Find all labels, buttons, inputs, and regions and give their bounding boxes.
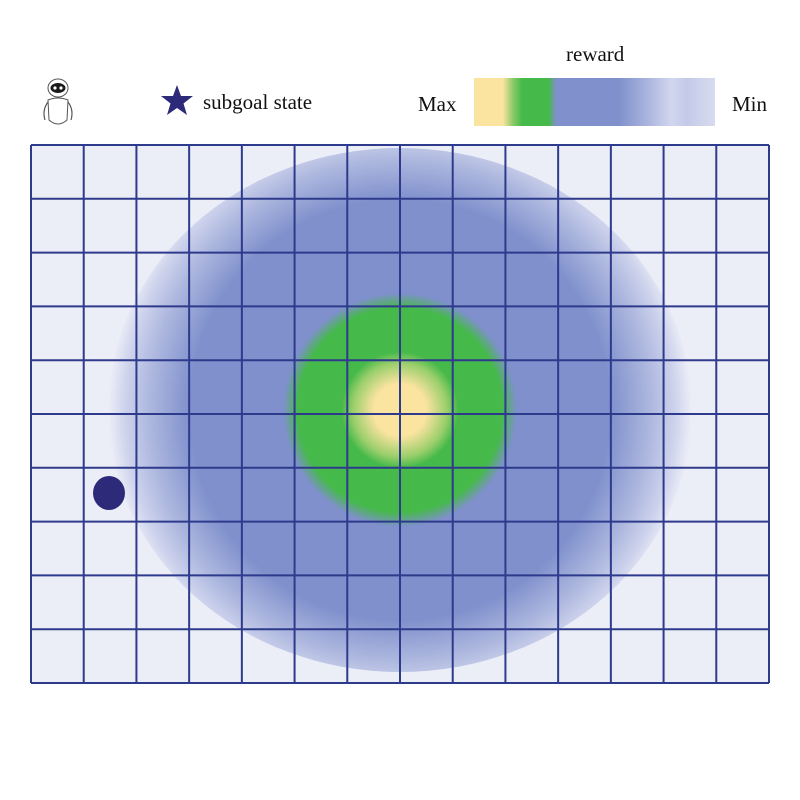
agent-marker <box>93 476 125 510</box>
reward-min-label: Min <box>732 92 768 116</box>
robot-icon <box>36 76 80 130</box>
grid-lines <box>30 144 770 684</box>
star-icon <box>160 84 194 118</box>
subgoal-state-label: subgoal state <box>203 90 313 114</box>
colorbar-fill <box>474 78 715 126</box>
reward-title: reward <box>566 42 625 66</box>
reward-colorbar <box>474 78 715 126</box>
reward-max-label: Max <box>418 92 457 116</box>
